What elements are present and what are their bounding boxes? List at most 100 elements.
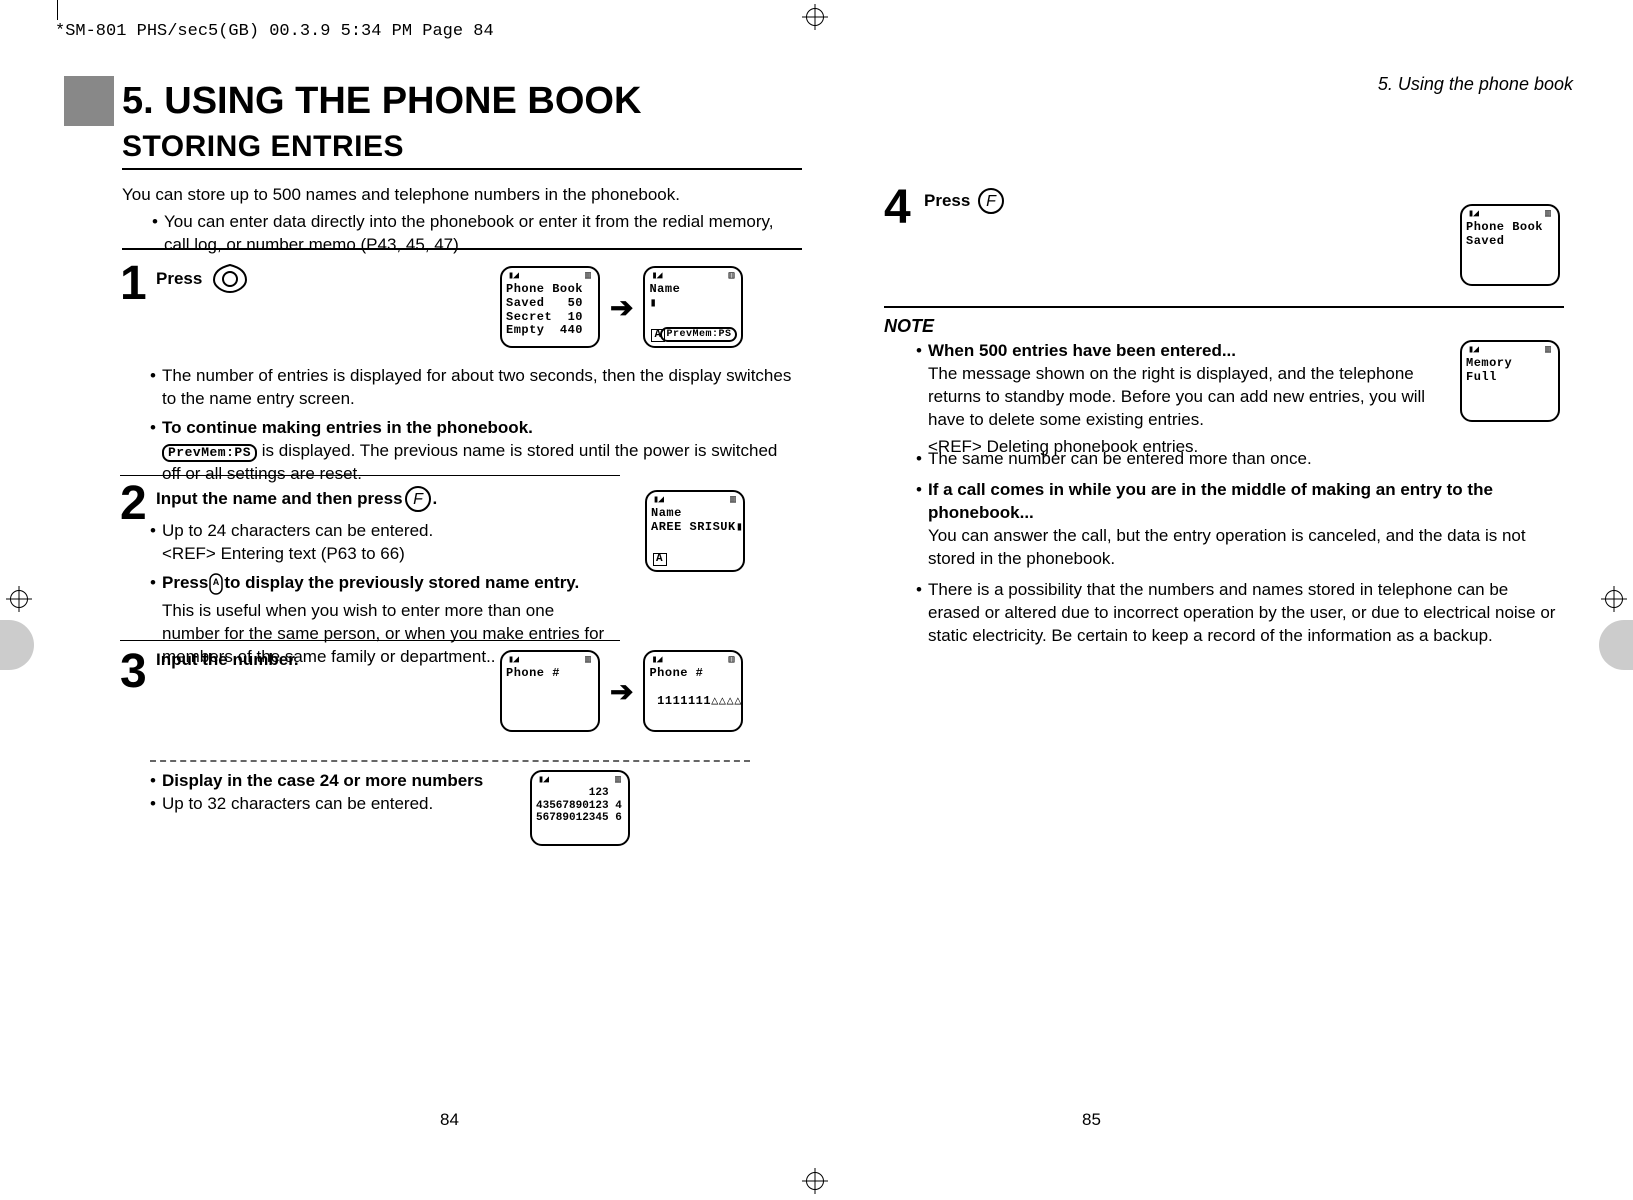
battery-icon: ▥ — [615, 775, 622, 787]
dashed-divider — [150, 760, 750, 762]
svg-text:F: F — [413, 491, 424, 508]
step-2: 2 — [120, 480, 147, 528]
intro-text: You can store up to 500 names and teleph… — [122, 184, 802, 207]
key-f-icon: F — [976, 186, 1006, 216]
screen-content: NameAREE SRISUK▮ — [651, 507, 739, 535]
note-heading: NOTE — [884, 316, 934, 337]
step-2-notes: • Up to 24 characters can be entered. <R… — [150, 520, 610, 669]
note-b1-bold: When 500 entries have been entered... — [928, 340, 1436, 363]
registration-mark — [1605, 590, 1623, 608]
note-b1: • When 500 entries have been entered... … — [916, 340, 1436, 459]
note-b3-bold: If a call comes in while you are in the … — [928, 479, 1556, 525]
step2-note1b: <REF> Entering text (P63 to 66) — [162, 543, 433, 566]
svg-text:A: A — [213, 577, 220, 587]
lcd-screen: ▮◢ ▥ NameAREE SRISUK▮ A — [645, 490, 745, 572]
prevmem-pill: PrevMem:PS — [660, 325, 737, 342]
screen-content: Memory Full — [1466, 357, 1554, 385]
screen-content: Name▮ — [649, 283, 737, 311]
divider — [120, 640, 620, 641]
step-number: 2 — [120, 477, 147, 530]
lcd-screen: ▮◢ ▥ Phone Book Saved 50 Secret 10 Empty… — [500, 266, 600, 348]
battery-icon: ▥ — [728, 271, 735, 283]
step-3-screens: ▮◢ ▥ Phone # ➔ ▮◢ ▥ Phone # 1111111△△△△ — [500, 650, 743, 732]
step-number: 3 — [120, 645, 147, 698]
press-label: Press — [156, 269, 202, 289]
step-3: 3 — [120, 648, 147, 696]
intro-block: You can store up to 500 names and teleph… — [122, 184, 802, 257]
step-1-label: Press — [156, 262, 252, 296]
page-number-right: 85 — [1082, 1110, 1101, 1130]
step-2-label: Input the name and then press F . — [156, 484, 437, 514]
antenna-icon: ▮◢ — [508, 271, 518, 283]
note-b1-body: The message shown on the right is displa… — [928, 363, 1436, 432]
lcd-screen: ▮◢ ▥ Phone # — [500, 650, 600, 732]
step-4-screen: ▮◢ ▥ Phone Book Saved — [1460, 204, 1560, 286]
screen-content: Phone # — [506, 667, 594, 681]
battery-icon: ▥ — [1545, 345, 1552, 357]
mode-indicator: A — [653, 553, 667, 566]
battery-icon: ▥ — [585, 655, 592, 667]
step-4-label: Press F — [924, 186, 1006, 216]
note-b3-body: You can answer the call, but the entry o… — [928, 525, 1556, 571]
lcd-screen: ▮◢ ▥ Phone Book Saved — [1460, 204, 1560, 286]
note-screen: ▮◢ ▥ Memory Full — [1460, 340, 1560, 422]
lcd-screen: ▮◢ ▥ Name▮ A PrevMem:PS — [643, 266, 743, 348]
thumb-tab-right — [1599, 620, 1633, 670]
divider — [122, 248, 802, 250]
antenna-icon: ▮◢ — [651, 271, 661, 283]
arrow-icon: ➔ — [610, 675, 633, 708]
title-text: 5. USING THE PHONE BOOK — [122, 76, 641, 126]
step1-note2-bold: To continue making entries in the phoneb… — [162, 417, 800, 440]
divider — [884, 306, 1564, 308]
manual-spread: *SM-801 PHS/sec5(GB) 00.3.9 5:34 PM Page… — [0, 0, 1633, 1200]
step1-note1: The number of entries is displayed for a… — [162, 365, 800, 411]
step3-more-body: Up to 32 characters can be entered. — [162, 793, 433, 816]
step-1-notes: •The number of entries is displayed for … — [150, 365, 800, 486]
step-4: 4 — [884, 184, 911, 232]
thumb-tab-left — [0, 620, 34, 670]
key-f-icon: F — [403, 484, 433, 514]
antenna-icon: ▮◢ — [1468, 345, 1478, 357]
file-runner: *SM-801 PHS/sec5(GB) 00.3.9 5:34 PM Page… — [55, 22, 494, 41]
page-number-left: 84 — [440, 1110, 459, 1130]
press-label: Press — [924, 191, 970, 211]
arrow-icon: ➔ — [610, 291, 633, 324]
divider — [122, 168, 802, 170]
lcd-screen: ▮◢ ▥ Phone # 1111111△△△△ — [643, 650, 743, 732]
title-decor-box — [64, 76, 114, 126]
svg-text:F: F — [986, 193, 997, 210]
step-number: 1 — [120, 257, 147, 310]
battery-icon: ▥ — [585, 271, 592, 283]
step3-more-bold: Display in the case 24 or more numbers — [162, 770, 483, 793]
key-o-icon — [208, 262, 252, 296]
lcd-screen: ▮◢ ▥ 123 43567890123 4 56789012345 6 — [530, 770, 630, 846]
step2-note2-bold: Press A to display the previously stored… — [162, 572, 610, 596]
step1-note2-body: PrevMem:PS is displayed. The previous na… — [162, 440, 800, 486]
step-1: 1 — [120, 260, 147, 308]
screen-content: Phone Book Saved — [1466, 221, 1554, 249]
running-head: 5. Using the phone book — [1378, 74, 1573, 95]
crop-mark — [57, 0, 58, 20]
battery-icon: ▥ — [730, 495, 737, 507]
step-2-screen: ▮◢ ▥ NameAREE SRISUK▮ A — [645, 490, 745, 572]
screen-content: 123 43567890123 4 56789012345 6 — [536, 787, 624, 825]
lcd-screen: ▮◢ ▥ Memory Full — [1460, 340, 1560, 422]
battery-icon: ▥ — [1545, 209, 1552, 221]
subsection-title: STORING ENTRIES — [122, 130, 404, 164]
antenna-icon: ▮◢ — [508, 655, 518, 667]
section-title: 5. USING THE PHONE BOOK — [64, 76, 641, 126]
antenna-icon: ▮◢ — [653, 495, 663, 507]
screen-content: Phone # 1111111△△△△ — [649, 667, 737, 708]
antenna-icon: ▮◢ — [651, 655, 661, 667]
registration-mark — [10, 590, 28, 608]
antenna-icon: ▮◢ — [538, 775, 548, 787]
note-b4: There is a possibility that the numbers … — [928, 579, 1556, 648]
step-number: 4 — [884, 181, 911, 234]
registration-mark — [806, 8, 824, 26]
battery-icon: ▥ — [728, 655, 735, 667]
step-3-more: •Display in the case 24 or more numbers … — [150, 770, 530, 816]
antenna-icon: ▮◢ — [1468, 209, 1478, 221]
key-alpha-icon: A — [208, 572, 224, 596]
registration-mark — [806, 1172, 824, 1190]
step-1-screens: ▮◢ ▥ Phone Book Saved 50 Secret 10 Empty… — [500, 266, 743, 348]
